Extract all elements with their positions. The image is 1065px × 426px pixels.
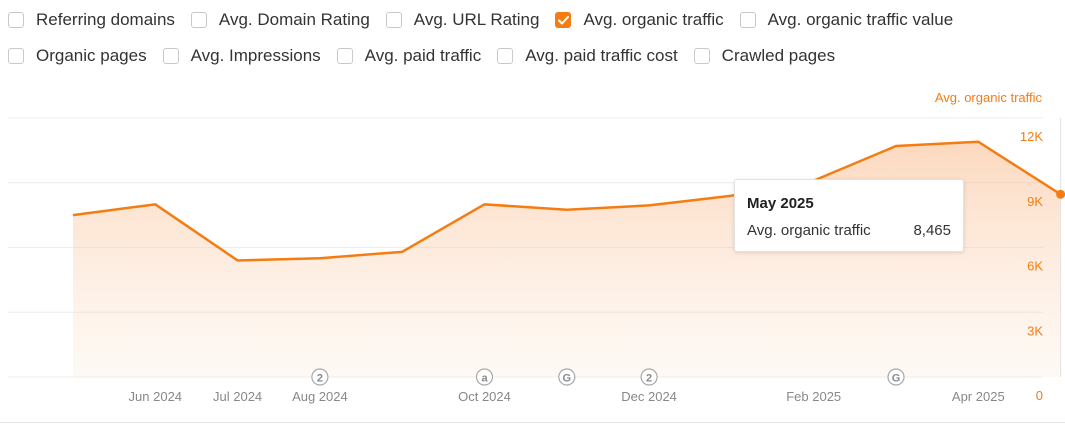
filter-option[interactable]: Avg. Domain Rating (190, 10, 370, 30)
filter-option[interactable]: Referring domains (8, 10, 175, 30)
checkbox-unchecked[interactable] (190, 12, 207, 28)
checkbox-checked[interactable] (555, 12, 572, 28)
x-tick-label: Jun 2024 (129, 389, 183, 404)
series-line (72, 140, 1062, 262)
checkbox-unchecked[interactable] (497, 48, 514, 64)
annotation-marker-label: a (481, 373, 488, 385)
annotation-marker-label: 2 (317, 373, 323, 385)
filter-label: Avg. paid traffic cost (525, 46, 678, 65)
filter-option[interactable]: Crawled pages (693, 46, 836, 66)
annotation-marker (640, 368, 658, 386)
annotation-marker (887, 368, 905, 386)
annotation-marker (475, 368, 494, 386)
y-tick-label: 6K (1027, 259, 1043, 274)
x-tick-label: Aug 2024 (292, 389, 348, 404)
x-tick-label: Apr 2025 (952, 389, 1005, 404)
tooltip-label: Avg. organic traffic (747, 222, 871, 239)
annotation-marker-label: G (892, 373, 901, 385)
filter-label: Crawled pages (721, 46, 836, 65)
y-tick-label: 0 (1036, 388, 1043, 403)
legend-label: Avg. organic traffic (935, 90, 1043, 105)
tooltip-row: Avg. organic traffic 8,465 (747, 222, 951, 239)
filter-option[interactable]: Avg. paid traffic (336, 46, 482, 66)
filter-option[interactable]: Avg. paid traffic cost (497, 46, 678, 66)
annotation-marker (558, 368, 576, 386)
metric-filters: Referring domains Avg. Domain Rating Avg. … (8, 8, 1058, 80)
filter-option[interactable]: Organic pages (8, 46, 147, 66)
data-tooltip: May 2025 Avg. organic traffic 8,465 (734, 179, 964, 252)
filter-row: Referring domains Avg. Domain Rating Avg. … (8, 8, 1058, 32)
filter-label: Avg. organic traffic (583, 10, 724, 29)
filter-row: Organic pages Avg. Impressions Avg. paid t… (8, 44, 1058, 68)
check-icon (557, 15, 569, 24)
highlight-point (1056, 189, 1065, 199)
x-tick-label: Jul 2024 (213, 389, 262, 404)
checkbox-unchecked[interactable] (336, 48, 353, 64)
x-tick-label: Feb 2025 (786, 389, 841, 404)
y-tick-label: 9K (1027, 194, 1043, 209)
bottom-divider (0, 422, 1065, 423)
annotation-marker (311, 368, 329, 386)
series-area (73, 141, 1061, 377)
filter-label: Avg. URL Rating (413, 10, 540, 29)
checkbox-unchecked[interactable] (8, 12, 24, 28)
filter-option[interactable]: Avg. URL Rating (385, 10, 540, 30)
x-tick-label: Oct 2024 (458, 389, 511, 404)
filter-label: Avg. organic traffic value (767, 10, 954, 29)
filter-option[interactable]: Avg. organic traffic (555, 10, 724, 30)
tooltip-title: May 2025 (747, 195, 814, 212)
filter-label: Avg. paid traffic (364, 46, 482, 65)
annotation-marker-label: G (563, 373, 572, 385)
checkbox-unchecked[interactable] (693, 48, 710, 64)
filter-label: Organic pages (36, 46, 147, 65)
filter-label: Avg. Domain Rating (218, 10, 370, 29)
filter-option[interactable]: Avg. Impressions (162, 46, 321, 66)
filter-label: Referring domains (36, 10, 175, 29)
filter-option[interactable]: Avg. organic traffic value (739, 10, 954, 30)
checkbox-unchecked[interactable] (385, 12, 402, 28)
annotation-marker-label: 2 (646, 373, 652, 385)
filter-label: Avg. Impressions (190, 46, 321, 65)
checkbox-unchecked[interactable] (162, 48, 179, 64)
x-tick-label: Dec 2024 (621, 389, 677, 404)
tooltip-value: 8,465 (913, 222, 951, 239)
y-tick-label: 12K (1020, 129, 1043, 144)
checkbox-unchecked[interactable] (8, 48, 24, 64)
y-tick-label: 3K (1027, 323, 1043, 338)
checkbox-unchecked[interactable] (739, 12, 756, 28)
